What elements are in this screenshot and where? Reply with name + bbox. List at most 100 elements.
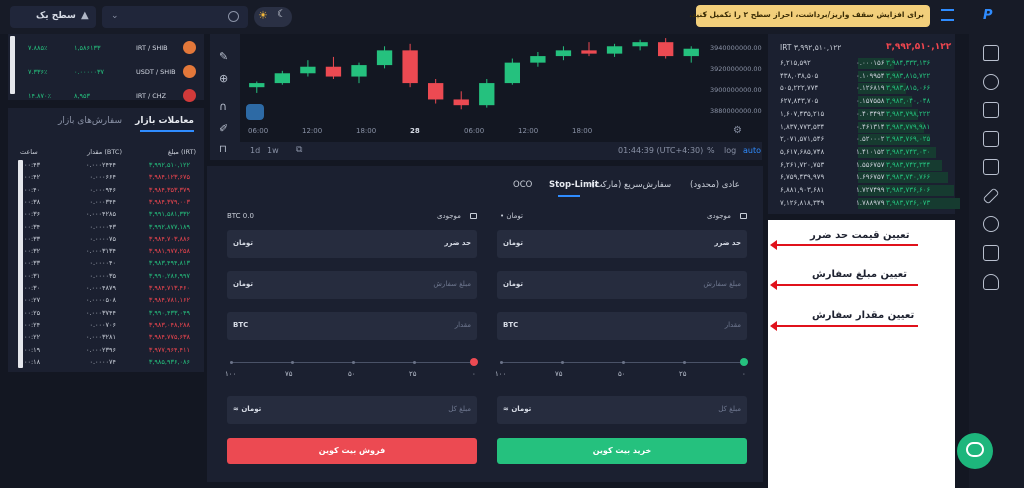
tab-market-orders[interactable]: سفارش‌های بازار xyxy=(57,116,122,126)
candle-body[interactable] xyxy=(402,50,418,84)
swap-icon[interactable] xyxy=(983,102,999,118)
tab-stop-limit[interactable]: Stop-Limit xyxy=(549,180,599,190)
trade-amount: ۰.۰۰۰۰۴۳ xyxy=(89,222,116,231)
user-add-icon[interactable] xyxy=(983,274,999,290)
candle-body[interactable] xyxy=(376,50,393,66)
market-change: ۷.۸۸۵٪ xyxy=(28,44,48,52)
candle-body[interactable] xyxy=(428,83,444,100)
sell-tick-100[interactable] xyxy=(230,361,233,364)
candle-body[interactable] xyxy=(530,56,546,63)
buy-qty-input[interactable]: BTC مقدار xyxy=(497,312,747,340)
orderbook-row[interactable]: ۳,۹۸۳,۸۱۵,۷۲۲ ۰.۱۰۹۹۵۴ ۴۳۸,۰۳۸,۵۰۵ xyxy=(768,70,953,83)
sell-tick-75[interactable] xyxy=(291,361,294,364)
home-icon[interactable] xyxy=(983,45,999,61)
sell-tick-50[interactable] xyxy=(352,361,355,364)
notice-banner[interactable]: › برای افزایش سقف واریز/برداشت، احراز سط… xyxy=(689,5,930,27)
user-circle-icon[interactable] xyxy=(228,11,239,22)
sell-total-input[interactable]: ≈ تومان مبلغ کل xyxy=(227,396,477,424)
candle-body[interactable] xyxy=(249,83,265,88)
pencil-icon[interactable]: ✎ xyxy=(219,50,229,63)
orders-icon[interactable] xyxy=(983,159,999,175)
sell-tick-25[interactable] xyxy=(413,361,416,364)
pen-icon[interactable] xyxy=(982,187,1000,205)
candle-body[interactable] xyxy=(453,99,469,106)
orderbook-row[interactable]: ۳,۹۸۳,۷۹۸,۲۲۲ ۰.۴۰۳۴۹۳ ۱,۶۰۷,۴۳۵,۲۱۵ xyxy=(768,108,953,121)
orderbook-row[interactable]: ۳,۹۸۳,۷۴۰,۷۶۶ ۱.۶۹۶۷۵۷ ۶,۷۵۹,۴۳۹,۹۷۹ xyxy=(768,172,953,184)
candle-body[interactable] xyxy=(325,66,342,77)
tab-limit[interactable]: عادی (محدود) xyxy=(690,180,740,190)
candles-canvas[interactable] xyxy=(244,34,704,124)
price-chart[interactable]: ✎ ⊕ ∩ ✐ ⊓ 3940000000.00 3920000000.00 3900… xyxy=(210,34,762,160)
candle-body[interactable] xyxy=(683,48,699,57)
orderbook-row[interactable]: ۳,۹۸۳,۷۳۶,۰۷۳ ۱.۷۸۸۹۷۹ ۷,۱۲۶,۸۱۸,۳۴۹ xyxy=(768,197,960,210)
buy-button[interactable]: خرید بیت کوین xyxy=(497,438,747,464)
buy-slider-knob[interactable] xyxy=(740,358,748,366)
search-box[interactable]: ⌄ xyxy=(102,6,248,28)
history-icon[interactable] xyxy=(983,216,999,232)
candle-body[interactable] xyxy=(658,42,674,57)
tab-oco[interactable]: OCO xyxy=(513,180,533,190)
scale-log[interactable]: log xyxy=(724,146,737,155)
interval-1w[interactable]: 1w xyxy=(267,146,279,155)
candle-body[interactable] xyxy=(606,46,623,54)
candle-body[interactable] xyxy=(300,66,316,74)
scale-auto[interactable]: auto xyxy=(743,146,762,155)
magnet-icon[interactable]: ∩ xyxy=(219,100,228,113)
buy-tick-75[interactable] xyxy=(561,361,564,364)
market-list-item[interactable]: IRT / SHIB ۱,۵۸۶۱۳۳ ۷.۸۸۵٪ xyxy=(8,41,204,57)
orderbook-row[interactable]: ۳,۹۸۳,۷۳۶,۶۰۶ ۱.۷۲۷۴۹۹ ۶,۸۸۱,۹۰۳,۶۸۱ xyxy=(768,185,954,197)
sell-amount-input[interactable]: تومان مبلغ سفارش xyxy=(227,271,477,299)
scale-percent[interactable]: % xyxy=(707,146,715,155)
market-list-item[interactable]: USDT / SHIB ۰.۰۰۰۰۰۳۷ ۷.۳۳۶٪ xyxy=(8,65,204,81)
orderbook-row[interactable]: ۳,۹۸۳,۰۴۰,۰۴۸ ۰.۱۵۷۵۵۸ ۶۲۷,۸۴۳,۷۰۵ xyxy=(768,96,953,108)
buy-tick-100[interactable] xyxy=(500,361,503,364)
zoom-icon[interactable]: ⊕ xyxy=(219,72,229,85)
buy-total-input[interactable]: ≈ تومان مبلغ کل xyxy=(497,396,747,424)
buy-stop-price-input[interactable]: تومان حد ضرر xyxy=(497,230,747,258)
candle-body[interactable] xyxy=(479,83,495,106)
candle-body[interactable] xyxy=(351,65,367,77)
ruler-icon[interactable]: ✐ xyxy=(219,122,229,135)
lock-icon[interactable]: ⊓ xyxy=(219,144,227,155)
ob-total: ۷,۱۲۶,۸۱۸,۳۴۹ xyxy=(780,198,825,207)
gift-icon[interactable] xyxy=(983,245,999,261)
buy-amount-input[interactable]: تومان مبلغ سفارش xyxy=(497,271,747,299)
market-scrollbar[interactable] xyxy=(10,36,15,94)
orderbook-row[interactable]: ۳,۹۸۳,۷۶۹,۰۲۵ ۰.۵۲۰۰۰۲ ۲,۰۷۱,۵۷۱,۵۴۶ xyxy=(768,134,953,146)
sell-pct-75: ۷۵ xyxy=(285,370,293,378)
wallet-icon[interactable] xyxy=(983,131,999,147)
trade-price: ۳,۹۹۱,۵۸۱,۳۳۲ xyxy=(148,210,190,219)
trades-scrollbar[interactable] xyxy=(18,160,23,368)
candle-body[interactable] xyxy=(581,50,597,54)
tab-market-trades[interactable]: معاملات بازار xyxy=(135,116,194,126)
support-chat-button[interactable] xyxy=(957,433,993,469)
exchange-icon[interactable] xyxy=(983,74,999,90)
sell-button[interactable]: فروش بیت کوین xyxy=(227,438,477,464)
orderbook-row[interactable]: ۳,۹۸۳,۸۱۵,۰۶۶ ۰.۱۲۶۸۱۹ ۵۰۵,۲۲۲,۷۷۴ xyxy=(768,83,953,95)
depth-bar xyxy=(858,108,918,120)
interval-1d[interactable]: 1d xyxy=(250,146,261,155)
orderbook-row[interactable]: ۳,۹۸۳,۷۴۳,۰۳۰ ۱.۴۱۰۱۵۲ ۵,۶۱۷,۶۸۵,۷۴۸ xyxy=(768,146,953,159)
candle-body[interactable] xyxy=(632,42,648,47)
orderbook-row[interactable]: ۳,۹۸۳,۷۷۹,۹۸۱ ۰.۴۶۱۳۱۴ ۱,۸۳۷,۷۷۳,۵۳۴ xyxy=(768,121,953,134)
menu-toggle-icon[interactable] xyxy=(941,9,954,21)
candle-body[interactable] xyxy=(555,50,572,57)
buy-tick-25[interactable] xyxy=(683,361,686,364)
sell-slider-knob[interactable] xyxy=(470,358,478,366)
orderbook-row[interactable]: ۳,۹۸۳,۷۴۲,۳۴۴ ۱.۵۵۶۷۵۷ ۶,۲۶۱,۷۲۰,۷۵۳ xyxy=(768,159,953,172)
x-tick-label: 18:00 xyxy=(356,127,377,135)
candle-body[interactable] xyxy=(504,62,520,84)
buy-tick-50[interactable] xyxy=(622,361,625,364)
orderbook-row[interactable]: ۳,۹۸۴,۳۳۳,۱۳۶ ۰.۰۰۰۱۵۶ ۶,۲۱۵,۵۹۲ xyxy=(768,58,953,70)
chart-settings-icon[interactable]: ⚙ xyxy=(733,125,742,136)
market-list-item[interactable]: IRT / CHZ ۸,۹۵۳ ۱۴.۸۷۰٪ xyxy=(8,89,204,105)
theme-toggle[interactable]: ☀ ☾ xyxy=(254,7,292,27)
ob-amount: ۰.۱۵۷۵۵۸ xyxy=(856,97,885,106)
sell-stop-price-input[interactable]: تومان حد ضرر xyxy=(227,230,477,258)
date-range-icon[interactable]: ⧉ xyxy=(296,145,303,155)
trade-time: ۰۰:۴۳ xyxy=(24,161,41,169)
candle-body[interactable] xyxy=(274,73,290,84)
tab-market[interactable]: سفارش‌سریع (مارکت) xyxy=(591,180,672,190)
sell-qty-input[interactable]: BTC مقدار xyxy=(227,312,477,340)
level-badge[interactable]: سطح یک ▲ xyxy=(10,6,96,28)
